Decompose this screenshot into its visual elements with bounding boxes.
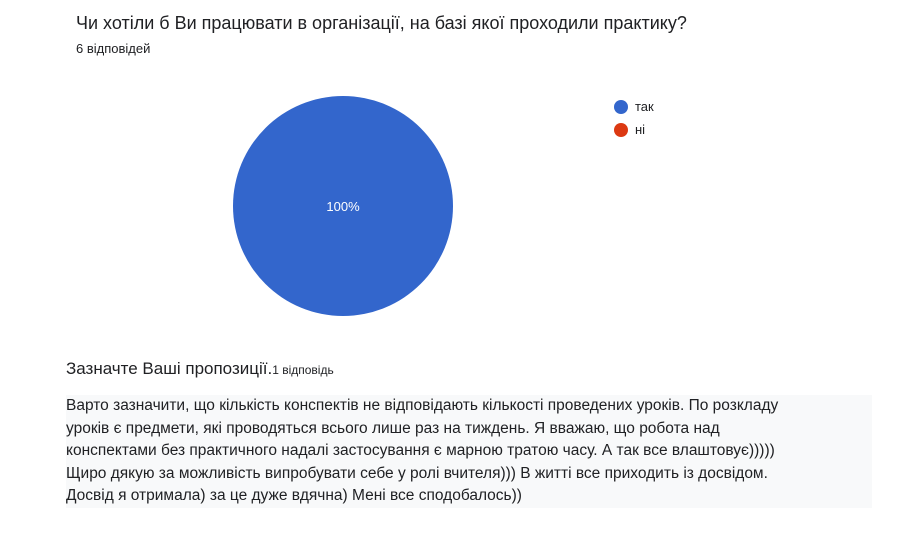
legend-label-no: ні — [635, 122, 646, 137]
legend-item-yes[interactable]: так — [614, 95, 654, 118]
section-title-text: Зазначте Ваші пропозиції. — [66, 359, 273, 378]
answer-line: Досвід я отримала) за це дуже вдячна) Ме… — [66, 487, 522, 505]
response-count: 6 відповідей — [76, 41, 151, 56]
legend-swatch-no — [614, 122, 628, 137]
legend-item-no[interactable]: ні — [614, 118, 654, 141]
answer-line: уроків є предмети, які проводяться всьог… — [66, 419, 720, 437]
chart-legend: так ні — [614, 95, 654, 141]
pie-chart: 100% — [233, 96, 453, 316]
answer-line: Варто зазначити, що кількість конспектів… — [66, 397, 779, 414]
question-title: Чи хотіли б Ви працювати в організації, … — [76, 13, 687, 33]
pie-slice-label: 100% — [326, 199, 360, 214]
section-title: Зазначте Ваші пропозиції.1 відповідь — [66, 359, 334, 379]
legend-swatch-yes — [614, 99, 628, 114]
legend-label-yes: так — [635, 99, 654, 114]
section-response-count: 1 відповідь — [272, 363, 334, 377]
pie-slice-0[interactable] — [233, 96, 453, 316]
answer-text: Варто зазначити, що кількість конспектів… — [66, 395, 872, 508]
answer-line: Щиро дякую за можливість випробувати себ… — [66, 464, 768, 482]
answer-line: конспектами без практичного надалі засто… — [66, 442, 775, 460]
